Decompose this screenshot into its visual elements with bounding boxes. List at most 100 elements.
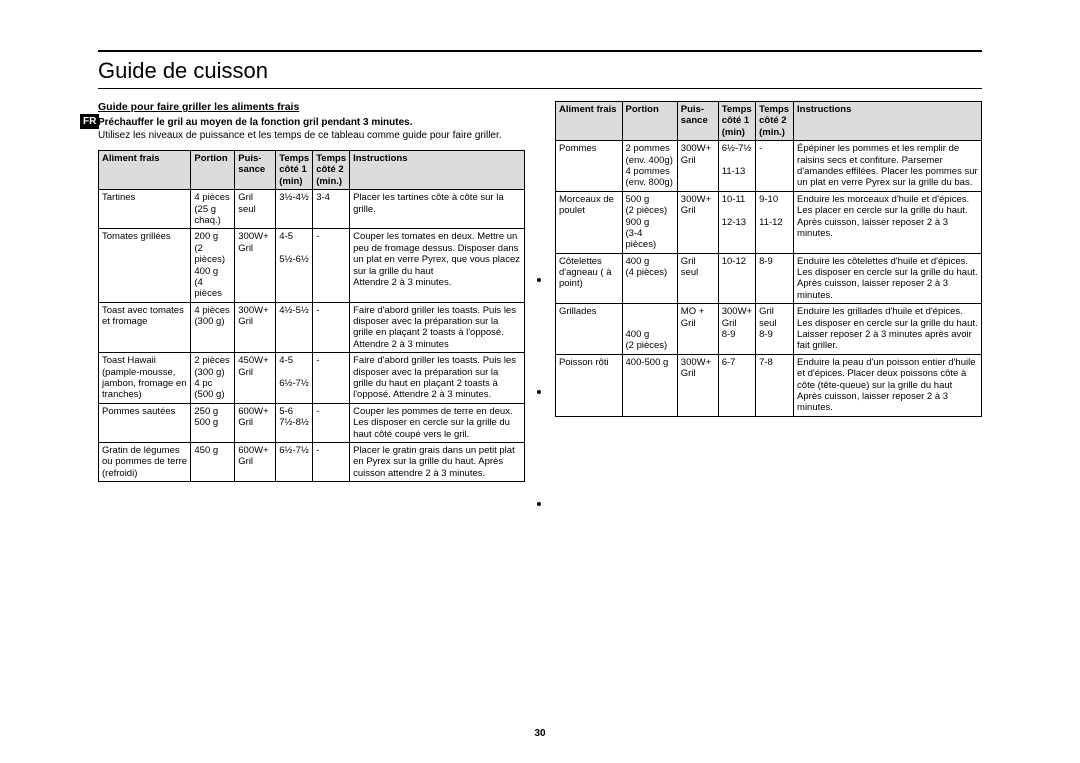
- cell-power: Gril seul: [677, 253, 718, 304]
- col-portion: Portion: [622, 102, 677, 141]
- cell-time1: 6½-7½ 11-13: [718, 141, 755, 192]
- binding-dots: [537, 278, 541, 506]
- cell-time2: 7-8: [756, 354, 794, 416]
- table-row: Pommes2 pommes (env. 400g)4 pommes (env.…: [556, 141, 982, 192]
- page-number: 30: [534, 728, 545, 739]
- cell-food: Toast Hawaii (pample-mousse, jambon, fro…: [99, 353, 191, 404]
- preheat-note: Préchauffer le gril au moyen de la fonct…: [98, 117, 525, 128]
- col-portion: Portion: [191, 151, 235, 190]
- cell-portion: 400-500 g: [622, 354, 677, 416]
- cell-food: Côtelettes d'agneau ( à point): [556, 253, 623, 304]
- cell-power: 300W+ Gril: [677, 191, 718, 253]
- cell-power: 300W+ Gril: [235, 229, 276, 302]
- cell-power: 600W+ Gril: [235, 442, 276, 481]
- table-row: Toast avec tomates et fromage4 pièces(30…: [99, 302, 525, 353]
- rule-top: [98, 50, 982, 52]
- cell-time1: 4½-5½: [276, 302, 313, 353]
- table-row: Côtelettes d'agneau ( à point)400 g(4 pi…: [556, 253, 982, 304]
- cell-portion: 2 pièces(300 g)4 pc(500 g): [191, 353, 235, 404]
- cell-time2: -: [313, 353, 350, 404]
- subheading: Guide pour faire griller les aliments fr…: [98, 101, 525, 113]
- cell-power: 600W+ Gril: [235, 403, 276, 442]
- cell-time2: -: [313, 403, 350, 442]
- cell-time1: 6-7: [718, 354, 755, 416]
- cell-portion: 250 g500 g: [191, 403, 235, 442]
- table-row: Gratin de légumes ou pommes de terre (re…: [99, 442, 525, 481]
- cell-time2: 9-10 11-12: [756, 191, 794, 253]
- col-time1: Tempscôté 1(min): [276, 151, 313, 190]
- cell-portion: 4 pièces(300 g): [191, 302, 235, 353]
- cell-portion: 400 g(4 pièces): [622, 253, 677, 304]
- cell-time1: 5-67½-8½: [276, 403, 313, 442]
- cell-time2: -: [313, 229, 350, 302]
- cell-instr: Placer le gratin grais dans un petit pla…: [350, 442, 525, 481]
- grill-table-right: Aliment frais Portion Puis-sance Tempscô…: [555, 101, 982, 417]
- table-row: Grillades 400 g(2 pièces)MO + Gril300W+G…: [556, 304, 982, 355]
- cell-portion: 200 g(2 pièces)400 g(4 pièces: [191, 229, 235, 302]
- cell-food: Toast avec tomates et fromage: [99, 302, 191, 353]
- cell-portion: 450 g: [191, 442, 235, 481]
- cell-power: 300W+ Gril: [677, 141, 718, 192]
- cell-power: 300W+ Gril: [677, 354, 718, 416]
- table-row: Tomates grillées200 g(2 pièces)400 g(4 p…: [99, 229, 525, 302]
- lang-badge: FR: [80, 114, 99, 129]
- cell-food: Tartines: [99, 190, 191, 229]
- grill-table-left: Aliment frais Portion Puis-sance Tempscô…: [98, 150, 525, 482]
- cell-instr: Couper les tomates en deux. Mettre un pe…: [350, 229, 525, 302]
- col-time2: Tempscôté 2(min.): [313, 151, 350, 190]
- cell-instr: Faire d'abord griller les toasts. Puis l…: [350, 353, 525, 404]
- cell-time2: Gril seul8-9: [756, 304, 794, 355]
- cell-portion: 400 g(2 pièces): [622, 304, 677, 355]
- intro-text: Utilisez les niveaux de puissance et les…: [98, 130, 525, 142]
- col-food: Aliment frais: [556, 102, 623, 141]
- cell-portion: 500 g(2 pièces)900 g(3-4 pièces): [622, 191, 677, 253]
- cell-time2: -: [313, 442, 350, 481]
- cell-portion: 4 pièces(25 g chaq.): [191, 190, 235, 229]
- cell-food: Grillades: [556, 304, 623, 355]
- cell-food: Tomates grillées: [99, 229, 191, 302]
- cell-time1: 4-5 6½-7½: [276, 353, 313, 404]
- page-title: Guide de cuisson: [98, 58, 982, 84]
- cell-instr: Faire d'abord griller les toasts. Puis l…: [350, 302, 525, 353]
- cell-instr: Couper les pommes de terre en deux. Les …: [350, 403, 525, 442]
- cell-time1: 4-5 5½-6½: [276, 229, 313, 302]
- col-instr: Instructions: [350, 151, 525, 190]
- cell-time1: 10-12: [718, 253, 755, 304]
- cell-time1: 300W+Gril8-9: [718, 304, 755, 355]
- cell-time1: 10-11 12-13: [718, 191, 755, 253]
- cell-time2: 3-4: [313, 190, 350, 229]
- cell-portion: 2 pommes (env. 400g)4 pommes (env. 800g): [622, 141, 677, 192]
- cell-power: MO + Gril: [677, 304, 718, 355]
- cell-time2: -: [756, 141, 794, 192]
- cell-instr: Enduire les côtelettes d'huile et d'épic…: [794, 253, 982, 304]
- cell-food: Gratin de légumes ou pommes de terre (re…: [99, 442, 191, 481]
- col-time2: Tempscôté 2(min.): [756, 102, 794, 141]
- cell-power: 450W+ Gril: [235, 353, 276, 404]
- cell-instr: Enduire les grillades d'huile et d'épice…: [794, 304, 982, 355]
- col-time1: Tempscôté 1(min): [718, 102, 755, 141]
- table-row: Toast Hawaii (pample-mousse, jambon, fro…: [99, 353, 525, 404]
- col-power: Puis-sance: [235, 151, 276, 190]
- cell-food: Morceaux de poulet: [556, 191, 623, 253]
- cell-power: 300W+ Gril: [235, 302, 276, 353]
- cell-food: Pommes sautées: [99, 403, 191, 442]
- left-column: Guide pour faire griller les aliments fr…: [98, 101, 525, 482]
- cell-time1: 6½-7½: [276, 442, 313, 481]
- col-power: Puis-sance: [677, 102, 718, 141]
- col-food: Aliment frais: [99, 151, 191, 190]
- cell-power: Gril seul: [235, 190, 276, 229]
- table-row: Morceaux de poulet500 g(2 pièces)900 g(3…: [556, 191, 982, 253]
- cell-instr: Épépiner les pommes et les remplir de ra…: [794, 141, 982, 192]
- cell-time2: -: [313, 302, 350, 353]
- col-instr: Instructions: [794, 102, 982, 141]
- cell-food: Poisson rôti: [556, 354, 623, 416]
- cell-time1: 3½-4½: [276, 190, 313, 229]
- cell-instr: Enduire la peau d'un poisson entier d'hu…: [794, 354, 982, 416]
- cell-food: Pommes: [556, 141, 623, 192]
- table-row: Poisson rôti400-500 g300W+ Gril6-77-8End…: [556, 354, 982, 416]
- rule-bottom: [98, 88, 982, 89]
- right-column: Aliment frais Portion Puis-sance Tempscô…: [555, 101, 982, 482]
- cell-time2: 8-9: [756, 253, 794, 304]
- cell-instr: Placer les tartines côte à côte sur la g…: [350, 190, 525, 229]
- table-row: Tartines4 pièces(25 g chaq.)Gril seul3½-…: [99, 190, 525, 229]
